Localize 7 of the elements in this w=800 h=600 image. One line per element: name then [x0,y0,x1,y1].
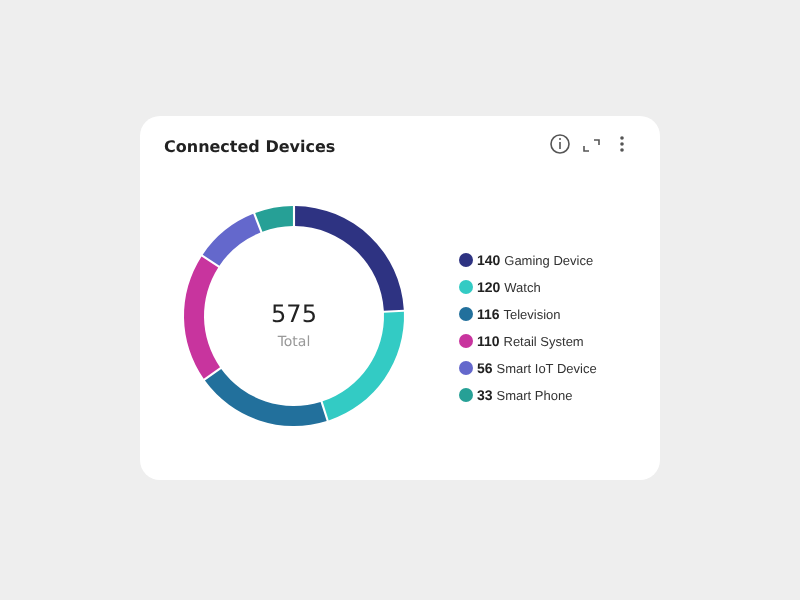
text: 575 [271,300,317,328]
chart-title: Connected Devices [164,138,336,156]
donut-slice [204,368,327,426]
donut-slice [184,256,221,379]
donut-slice [322,311,404,421]
donut-slice [202,213,261,266]
donut-slice [255,206,293,232]
